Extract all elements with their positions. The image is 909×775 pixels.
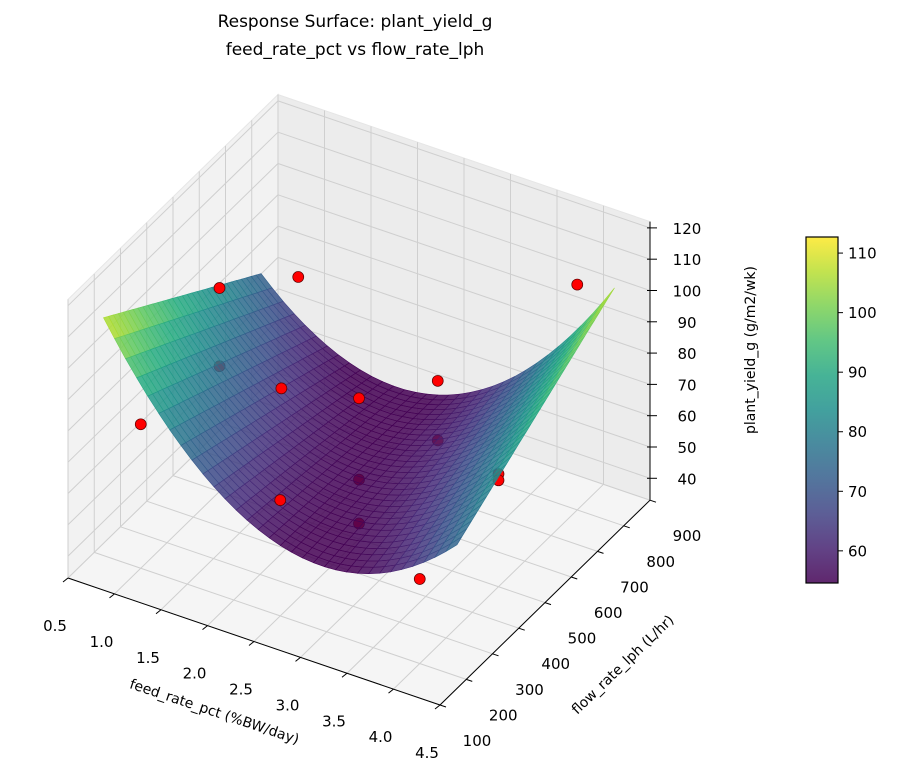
y-tick-label: 600 <box>594 604 623 622</box>
gridline <box>277 256 651 385</box>
z-tick-label: 70 <box>677 376 696 394</box>
y-tick-label: 800 <box>646 553 675 571</box>
y-tick <box>518 627 525 631</box>
x-tick <box>248 641 255 646</box>
colorbar-tick-label: 100 <box>848 304 877 322</box>
colorbar-tick-label: 60 <box>848 542 867 560</box>
data-point <box>292 271 305 283</box>
z-tick-label: 60 <box>677 408 696 426</box>
y-tick-label: 500 <box>568 630 597 648</box>
gridline <box>277 131 651 260</box>
z-tick-label: 80 <box>677 345 696 363</box>
x-tick-label: 3.5 <box>322 712 346 730</box>
x-tick <box>388 688 394 694</box>
gridline <box>67 131 279 338</box>
y-tick <box>571 576 578 580</box>
x-tick-label: 0.5 <box>43 617 67 635</box>
data-point <box>413 573 426 585</box>
data-point <box>213 282 226 294</box>
z-tick-label: 40 <box>677 470 696 488</box>
gridline <box>277 319 651 448</box>
gridline <box>277 288 651 417</box>
colorbar-tick-label: 80 <box>848 423 867 441</box>
chart-subtitle: feed_rate_pct vs flow_rate_lph <box>225 40 485 60</box>
y-axis-label: flow_rate_lph (L/hr) <box>569 612 678 718</box>
y-tick-label: 200 <box>489 706 518 724</box>
y-tick <box>649 499 657 503</box>
y-tick <box>623 525 630 529</box>
x-tick-label: 3.0 <box>276 696 300 714</box>
data-point <box>431 375 444 387</box>
gridline <box>277 100 651 229</box>
y-tick-label: 400 <box>541 655 570 673</box>
gridline <box>277 225 651 354</box>
data-point <box>353 392 365 405</box>
y-tick-label: 700 <box>620 578 649 596</box>
y-tick <box>439 704 447 708</box>
x-tick <box>295 656 301 662</box>
colorbar-tick-label: 110 <box>848 245 877 263</box>
x-tick-label: 4.0 <box>369 728 393 746</box>
z-tick-label: 100 <box>673 282 702 300</box>
gridline <box>277 163 651 291</box>
z-tick-label: 110 <box>673 251 702 269</box>
gridline <box>67 100 279 307</box>
y-tick <box>544 602 552 606</box>
data-point <box>274 494 287 506</box>
colorbar: 60 70 80 90 100 110 <box>805 236 877 584</box>
x-tick <box>434 704 441 710</box>
colorbar-gradient <box>805 236 839 584</box>
colorbar-tick-label: 70 <box>848 483 867 501</box>
gridline <box>277 194 651 323</box>
y-tick-label: 900 <box>673 527 702 545</box>
z-tick-label: 90 <box>677 314 696 332</box>
z-axis-label: plant_yield_g (g/m2/wk) <box>743 266 759 434</box>
x-tick <box>341 672 348 678</box>
gridline <box>94 551 467 680</box>
z-tick-label: 50 <box>677 439 696 457</box>
x-tick-label: 1.5 <box>136 649 160 667</box>
z-tick-label: 120 <box>673 220 702 238</box>
x-tick <box>155 609 162 615</box>
x-tick-label: 1.0 <box>90 633 114 651</box>
x-tick-label: 4.5 <box>415 744 439 762</box>
x-tick <box>62 577 69 583</box>
x-tick <box>109 593 115 599</box>
points-above-surface <box>213 271 584 506</box>
x-tick-label: 2.0 <box>183 665 207 683</box>
y-tick <box>492 653 499 657</box>
gridline <box>67 194 279 400</box>
colorbar-tick-label: 90 <box>848 364 867 382</box>
x-tick-label: 2.5 <box>229 681 253 699</box>
data-point <box>275 382 288 395</box>
surface-face <box>445 536 463 552</box>
gridline <box>67 163 279 369</box>
y-tick-label: 100 <box>463 732 492 750</box>
gridline <box>120 526 493 655</box>
y-tick <box>597 550 604 554</box>
x-tick <box>202 625 208 631</box>
y-tick-label: 300 <box>515 681 544 699</box>
data-point <box>134 418 147 431</box>
chart-title: Response Surface: plant_yield_g <box>217 12 493 32</box>
y-tick <box>466 678 473 682</box>
data-point <box>571 278 584 291</box>
